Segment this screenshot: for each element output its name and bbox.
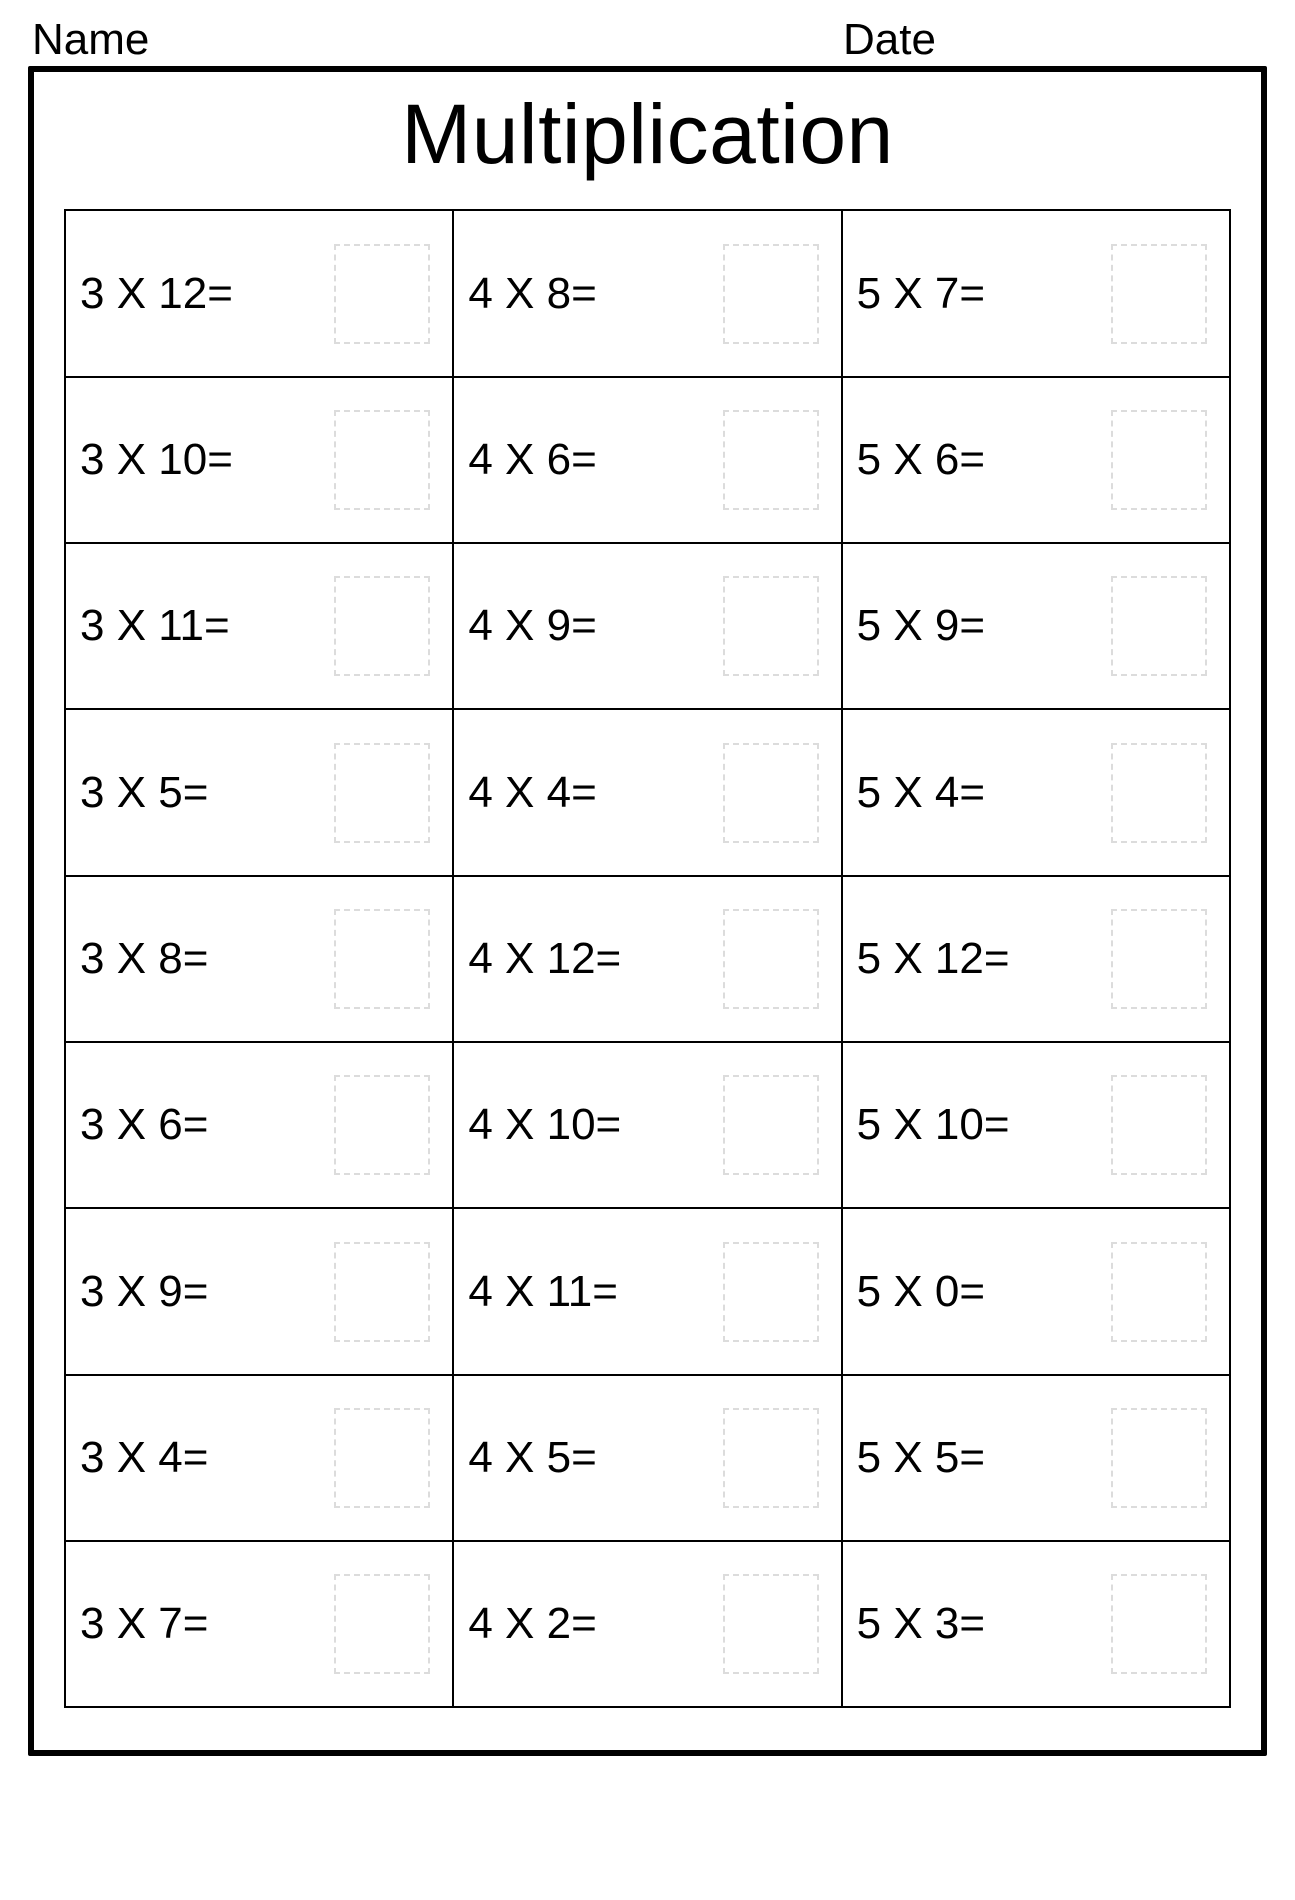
problem-cell: 4 X 2=	[454, 1542, 842, 1708]
problem-cell: 4 X 4=	[454, 710, 842, 876]
problem-text: 5 X 0=	[857, 1267, 985, 1317]
problem-cell: 3 X 6=	[66, 1043, 454, 1209]
worksheet-frame: Multiplication 3 X 12= 4 X 8= 5 X 7= 3 X 10…	[28, 66, 1267, 1756]
problem-cell: 5 X 5=	[843, 1376, 1231, 1542]
answer-box[interactable]	[334, 244, 430, 344]
problem-text: 3 X 6=	[80, 1100, 208, 1150]
problem-grid: 3 X 12= 4 X 8= 5 X 7= 3 X 10= 4 X 6= 5 X 6= 3 …	[64, 209, 1231, 1708]
problem-text: 3 X 9=	[80, 1267, 208, 1317]
problem-text: 5 X 10=	[857, 1100, 1010, 1150]
answer-box[interactable]	[723, 244, 819, 344]
problem-text: 4 X 8=	[468, 269, 596, 319]
answer-box[interactable]	[334, 1408, 430, 1508]
answer-box[interactable]	[1111, 244, 1207, 344]
problem-text: 5 X 5=	[857, 1433, 985, 1483]
problem-cell: 3 X 9=	[66, 1209, 454, 1375]
problem-cell: 4 X 6=	[454, 378, 842, 544]
problem-cell: 5 X 12=	[843, 877, 1231, 1043]
problem-cell: 5 X 7=	[843, 211, 1231, 377]
problem-text: 5 X 6=	[857, 435, 985, 485]
answer-box[interactable]	[334, 1242, 430, 1342]
problem-text: 4 X 12=	[468, 934, 621, 984]
answer-box[interactable]	[1111, 1242, 1207, 1342]
answer-box[interactable]	[334, 743, 430, 843]
problem-text: 4 X 4=	[468, 768, 596, 818]
problem-text: 5 X 12=	[857, 934, 1010, 984]
problem-text: 3 X 8=	[80, 934, 208, 984]
problem-cell: 3 X 10=	[66, 378, 454, 544]
answer-box[interactable]	[723, 1574, 819, 1674]
answer-box[interactable]	[1111, 1408, 1207, 1508]
problem-cell: 3 X 12=	[66, 211, 454, 377]
answer-box[interactable]	[723, 1408, 819, 1508]
answer-box[interactable]	[1111, 743, 1207, 843]
answer-box[interactable]	[1111, 909, 1207, 1009]
problem-cell: 3 X 8=	[66, 877, 454, 1043]
worksheet-title: Multiplication	[64, 86, 1231, 183]
problem-cell: 3 X 5=	[66, 710, 454, 876]
problem-cell: 3 X 4=	[66, 1376, 454, 1542]
answer-box[interactable]	[1111, 1574, 1207, 1674]
answer-box[interactable]	[1111, 410, 1207, 510]
problem-cell: 3 X 11=	[66, 544, 454, 710]
problem-text: 5 X 4=	[857, 768, 985, 818]
answer-box[interactable]	[723, 410, 819, 510]
problem-text: 4 X 9=	[468, 601, 596, 651]
problem-cell: 5 X 3=	[843, 1542, 1231, 1708]
answer-box[interactable]	[334, 576, 430, 676]
problem-text: 5 X 3=	[857, 1599, 985, 1649]
answer-box[interactable]	[723, 909, 819, 1009]
answer-box[interactable]	[723, 1075, 819, 1175]
answer-box[interactable]	[334, 909, 430, 1009]
problem-text: 3 X 12=	[80, 269, 233, 319]
worksheet-header: Name Date	[28, 16, 1267, 66]
answer-box[interactable]	[334, 410, 430, 510]
problem-text: 3 X 4=	[80, 1433, 208, 1483]
answer-box[interactable]	[723, 576, 819, 676]
problem-cell: 3 X 7=	[66, 1542, 454, 1708]
problem-text: 3 X 10=	[80, 435, 233, 485]
problem-text: 3 X 5=	[80, 768, 208, 818]
problem-cell: 4 X 11=	[454, 1209, 842, 1375]
worksheet-page: Name Date Multiplication 3 X 12= 4 X 8= 5 …	[0, 0, 1295, 1900]
problem-cell: 4 X 5=	[454, 1376, 842, 1542]
problem-text: 5 X 7=	[857, 269, 985, 319]
problem-cell: 4 X 10=	[454, 1043, 842, 1209]
answer-box[interactable]	[723, 1242, 819, 1342]
problem-text: 4 X 6=	[468, 435, 596, 485]
answer-box[interactable]	[334, 1075, 430, 1175]
problem-cell: 5 X 10=	[843, 1043, 1231, 1209]
problem-cell: 5 X 0=	[843, 1209, 1231, 1375]
problem-cell: 5 X 9=	[843, 544, 1231, 710]
problem-text: 3 X 11=	[80, 601, 230, 651]
answer-box[interactable]	[1111, 576, 1207, 676]
problem-text: 4 X 11=	[468, 1267, 618, 1317]
problem-cell: 5 X 6=	[843, 378, 1231, 544]
answer-box[interactable]	[723, 743, 819, 843]
problem-text: 4 X 2=	[468, 1599, 596, 1649]
answer-box[interactable]	[1111, 1075, 1207, 1175]
date-label: Date	[843, 16, 1263, 64]
name-label: Name	[32, 16, 843, 64]
problem-text: 5 X 9=	[857, 601, 985, 651]
problem-text: 4 X 5=	[468, 1433, 596, 1483]
problem-cell: 4 X 12=	[454, 877, 842, 1043]
problem-cell: 4 X 9=	[454, 544, 842, 710]
problem-cell: 4 X 8=	[454, 211, 842, 377]
problem-text: 3 X 7=	[80, 1599, 208, 1649]
problem-cell: 5 X 4=	[843, 710, 1231, 876]
problem-text: 4 X 10=	[468, 1100, 621, 1150]
answer-box[interactable]	[334, 1574, 430, 1674]
